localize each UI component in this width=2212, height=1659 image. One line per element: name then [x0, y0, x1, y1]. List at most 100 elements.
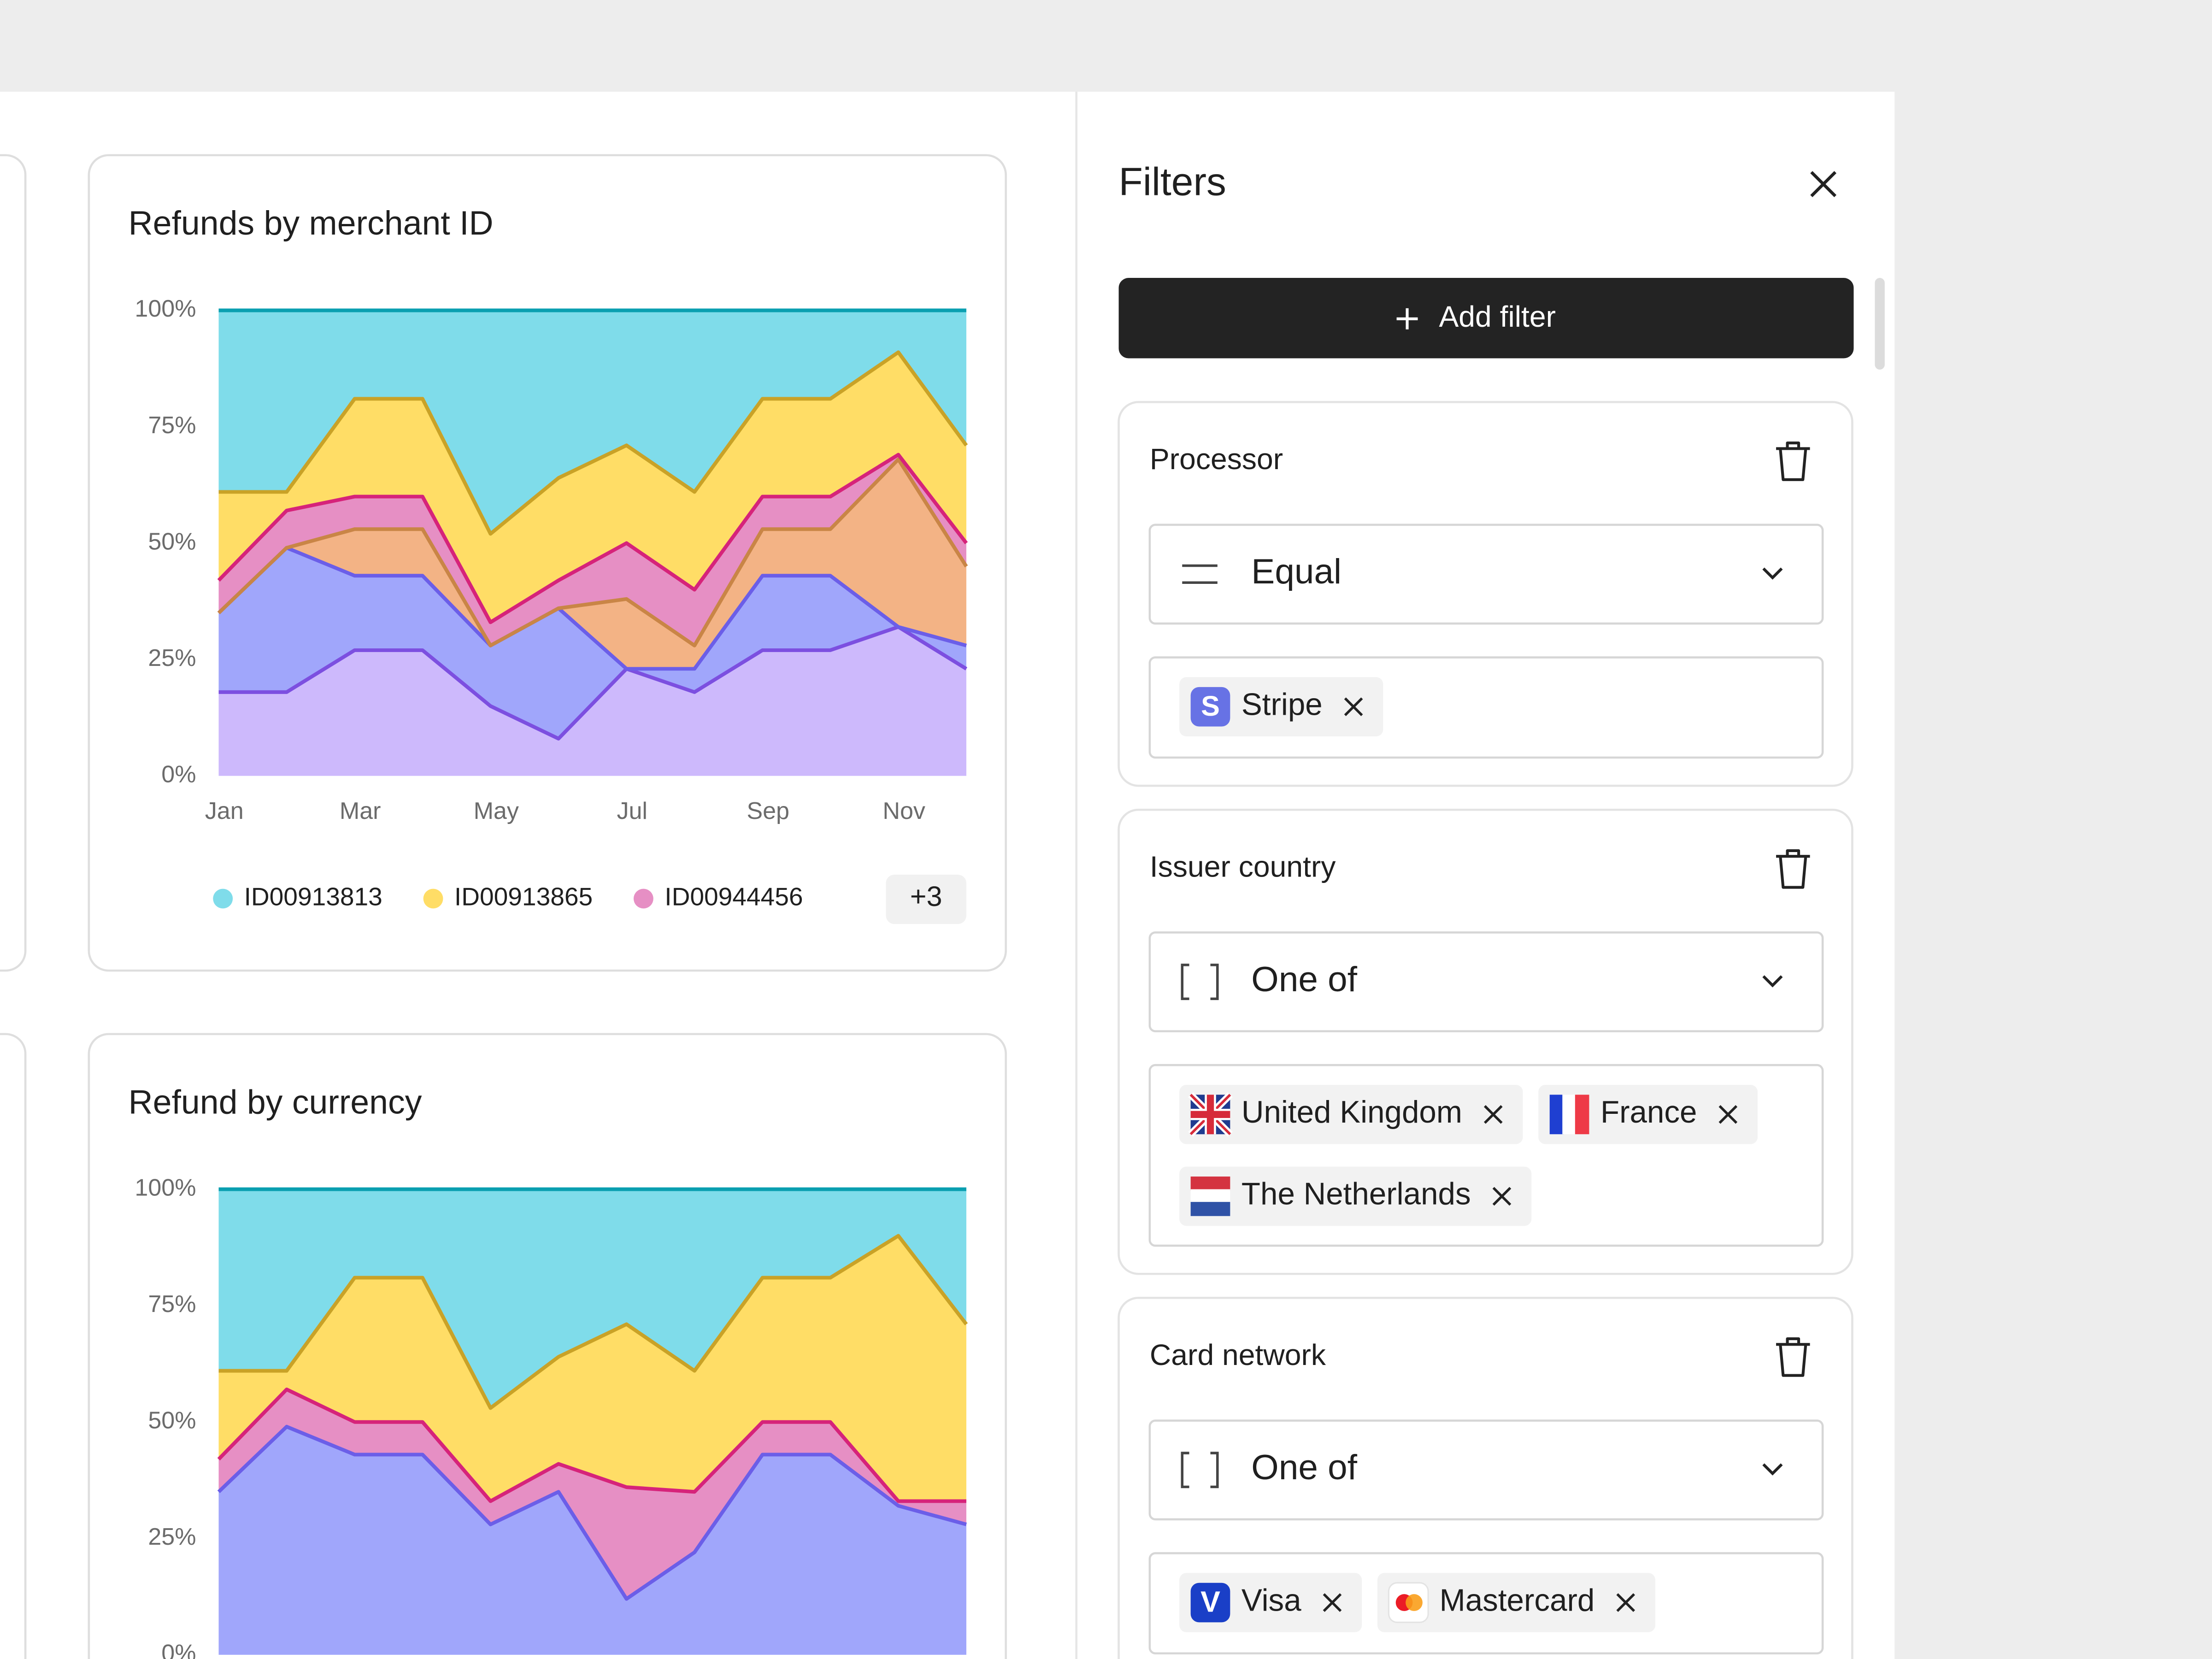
area	[218, 1389, 966, 1599]
y-tick-label: 25%	[148, 1524, 196, 1550]
area-line	[217, 1388, 966, 1503]
chip-bg	[1179, 1166, 1532, 1226]
legend-label: ID00944456	[665, 882, 803, 911]
chevron	[1762, 1463, 1783, 1476]
icon-part	[1190, 687, 1230, 727]
y-tick-label: 75%	[148, 412, 196, 439]
operator-select[interactable]: One of	[1148, 931, 1824, 1033]
operator-value: One of	[1251, 1448, 1357, 1487]
x-tick-label: Mar	[340, 798, 381, 824]
y-tick-label: 100%	[135, 1174, 196, 1201]
scrollbar	[1875, 278, 1885, 370]
icon-part: S	[1201, 690, 1220, 722]
area-line	[217, 453, 968, 624]
chip-remove[interactable]	[1718, 1105, 1738, 1124]
area-line	[217, 457, 968, 647]
add-filter-button[interactable]: Add filter	[1118, 278, 1854, 359]
area	[218, 627, 966, 776]
value-chip: V Visa	[1179, 1573, 1362, 1632]
legend-swatch	[633, 888, 653, 909]
y-tick-label: 25%	[148, 645, 196, 671]
legend-label: ID00913865	[454, 882, 593, 911]
x-tick-label: Jul	[617, 798, 647, 824]
legend-more-label: +3	[910, 881, 942, 912]
x-tick-label: Nov	[882, 798, 925, 824]
area	[218, 547, 966, 739]
chip-remove[interactable]	[1616, 1593, 1635, 1612]
icon-part	[1575, 1094, 1589, 1135]
filter-label: Card network	[1150, 1338, 1326, 1371]
value-chip: United Kingdom	[1179, 1085, 1523, 1144]
value-chip: S Stripe	[1179, 677, 1383, 736]
y-tick-label: 0%	[161, 1640, 196, 1659]
filter-card: Issuer country One of United Kingdom France…	[1118, 808, 1853, 1275]
legend-swatch	[423, 888, 443, 909]
legend-more-bg	[886, 874, 966, 924]
chip-label: Visa	[1241, 1583, 1301, 1618]
chip-bg	[1179, 1085, 1523, 1144]
delete-button[interactable]	[1776, 1337, 1810, 1377]
trash-icon	[1776, 849, 1810, 889]
chart-title: Refunds by merchant ID	[129, 204, 494, 242]
chip-label: United Kingdom	[1241, 1095, 1462, 1130]
operator-icon	[1182, 564, 1218, 584]
filter-label: Processor	[1150, 442, 1283, 476]
icon-part	[1190, 1177, 1230, 1191]
delete-button[interactable]	[1776, 441, 1810, 481]
chip-label: The Netherlands	[1241, 1177, 1471, 1212]
filter-card: Processor Equal S Stripe	[1118, 401, 1853, 787]
area-line	[217, 1424, 967, 1601]
card-edge	[0, 1033, 27, 1659]
icon-part	[1549, 1094, 1564, 1135]
y-tick-label: 75%	[148, 1291, 196, 1318]
icon-part	[1190, 1111, 1230, 1118]
area	[218, 1189, 966, 1408]
area-line	[218, 350, 968, 536]
chip-remove[interactable]	[1323, 1593, 1342, 1612]
y-tick-label: 50%	[148, 1407, 196, 1434]
area	[218, 310, 966, 534]
operator-value: Equal	[1251, 552, 1341, 591]
operator-select[interactable]: One of	[1148, 1419, 1824, 1521]
filter-card: Card network One of V Visa Mastercard	[1118, 1297, 1853, 1659]
value-chip: Mastercard	[1377, 1573, 1656, 1632]
area	[218, 1426, 966, 1655]
area-line	[218, 625, 968, 741]
chevron	[1762, 975, 1783, 988]
icon-part	[1562, 1094, 1577, 1135]
select-box	[1148, 524, 1824, 625]
close-button[interactable]	[1810, 171, 1837, 197]
legend-label: ID00913813	[244, 882, 382, 911]
trash-icon	[1776, 1337, 1810, 1377]
x-tick-label: May	[474, 798, 519, 824]
operator-value: One of	[1251, 960, 1357, 999]
button-label: Add filter	[1439, 300, 1556, 333]
select-box	[1148, 931, 1824, 1033]
icon-part	[1190, 1583, 1230, 1623]
area	[218, 454, 966, 646]
value-chip: France	[1538, 1085, 1758, 1144]
operator-select[interactable]: Equal	[1148, 524, 1824, 625]
area	[218, 459, 966, 669]
legend-more[interactable]: +3	[886, 874, 966, 924]
chip-bg	[1538, 1085, 1758, 1144]
chip-remove[interactable]	[1344, 697, 1363, 716]
icon-part	[1190, 1189, 1230, 1204]
trash-icon	[1776, 441, 1810, 481]
icon-part	[1190, 1202, 1230, 1216]
area-line	[217, 546, 967, 671]
card-edge	[0, 154, 27, 972]
filter-label: Issuer country	[1150, 850, 1336, 883]
operator-icon	[1181, 1452, 1219, 1488]
chip-remove[interactable]	[1492, 1187, 1512, 1206]
chip-label: Stripe	[1241, 687, 1323, 722]
chip-remove[interactable]	[1483, 1105, 1503, 1124]
chevron	[1762, 567, 1783, 580]
area-line	[218, 1234, 968, 1410]
delete-button[interactable]	[1776, 849, 1810, 889]
chart-title: Refund by currency	[129, 1082, 422, 1121]
y-tick-label: 0%	[161, 761, 196, 788]
x-tick-label: Sep	[747, 798, 789, 824]
